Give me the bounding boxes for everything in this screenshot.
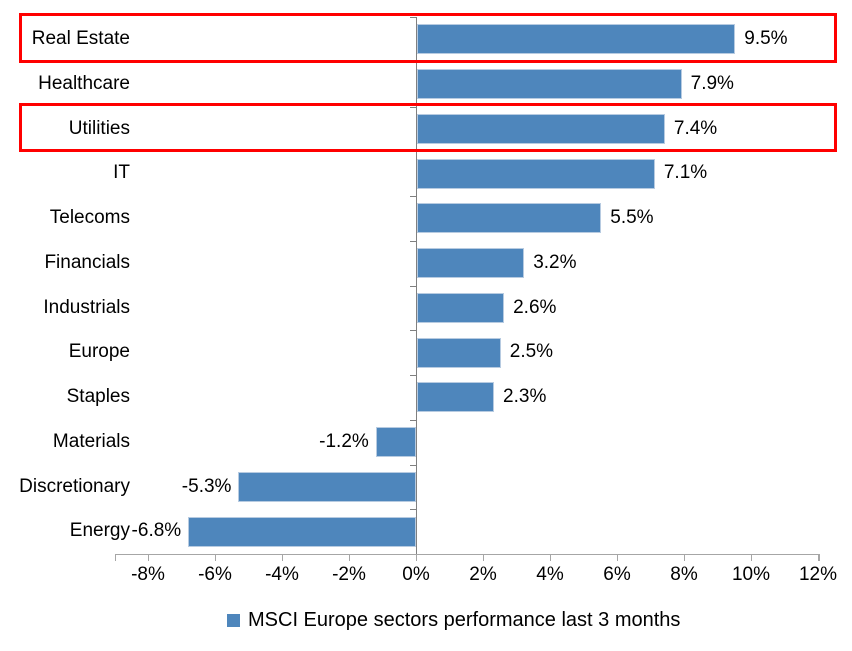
- category-tick: [410, 17, 416, 18]
- x-axis-tick: [617, 554, 618, 561]
- category-tick: [410, 240, 416, 242]
- x-axis-tick: [349, 554, 350, 561]
- data-label: 2.5%: [509, 341, 554, 363]
- x-axis-tick-label: -4%: [265, 564, 299, 585]
- x-axis-tick: [550, 554, 551, 561]
- category-label: Financials: [44, 251, 130, 273]
- category-axis-line: [416, 17, 417, 554]
- legend-label: MSCI Europe sectors performance last 3 m…: [248, 609, 681, 631]
- bar-real-estate: [417, 24, 736, 55]
- data-label: 7.4%: [673, 117, 718, 139]
- data-label: 7.1%: [663, 162, 708, 184]
- x-axis-tick-label: 12%: [798, 564, 838, 585]
- category-label: Europe: [68, 341, 130, 363]
- highlight-box-real-estate: [19, 13, 837, 63]
- data-label: 5.5%: [610, 207, 654, 228]
- category-label: IT: [113, 162, 130, 184]
- x-axis-tick-label: 2%: [469, 564, 497, 585]
- x-axis-tick-label: -6%: [198, 564, 232, 585]
- category-tick: [410, 285, 416, 287]
- category-tick: [410, 106, 416, 108]
- category-tick: [410, 464, 416, 466]
- value-axis-line: [115, 554, 820, 555]
- category-label: Industrials: [43, 296, 130, 318]
- legend-swatch-icon: [227, 614, 240, 627]
- data-label: 2.6%: [513, 296, 557, 318]
- x-axis-tick-label: -2%: [332, 564, 366, 585]
- bar-it: [417, 158, 655, 189]
- x-axis-tick: [148, 554, 149, 561]
- category-label: Telecoms: [49, 207, 130, 228]
- category-label: Staples: [66, 386, 130, 407]
- axis-end-tick: [115, 554, 116, 561]
- x-axis-tick: [483, 554, 484, 561]
- category-label: Discretionary: [19, 475, 130, 497]
- category-tick: [410, 330, 416, 332]
- data-label: 7.9%: [690, 72, 734, 94]
- category-label: Energy: [69, 520, 130, 542]
- chart-legend: MSCI Europe sectors performance last 3 m…: [227, 609, 680, 632]
- bar-staples: [417, 382, 495, 413]
- data-label: 2.3%: [503, 386, 547, 407]
- category-tick: [410, 196, 416, 197]
- bar-materials: [375, 427, 416, 458]
- x-axis-tick: [416, 554, 417, 561]
- x-axis-tick: [818, 554, 819, 561]
- bar-utilities: [417, 113, 665, 144]
- category-label: Materials: [52, 430, 130, 452]
- x-axis-tick: [751, 554, 752, 561]
- x-axis-tick-label: -8%: [131, 564, 165, 585]
- x-axis-tick-label: 4%: [536, 564, 564, 585]
- data-label: -1.2%: [319, 430, 369, 452]
- data-label: -5.3%: [181, 475, 232, 497]
- bar-telecoms: [417, 203, 602, 234]
- bar-financials: [417, 248, 525, 279]
- bar-industrials: [417, 292, 505, 323]
- x-axis-tick: [684, 554, 685, 561]
- x-axis-tick-label: 8%: [670, 564, 698, 585]
- x-axis-tick: [215, 554, 216, 561]
- category-label: Utilities: [68, 117, 130, 139]
- x-axis-tick-label: 0%: [402, 564, 430, 585]
- category-label: Healthcare: [38, 72, 130, 94]
- category-tick: [410, 419, 416, 421]
- data-label: 9.5%: [744, 28, 788, 49]
- category-tick: [410, 375, 416, 376]
- data-label: 3.2%: [533, 251, 577, 273]
- bar-healthcare: [417, 69, 682, 100]
- data-label: -6.8%: [131, 520, 182, 542]
- category-tick: [410, 509, 416, 511]
- category-label: Real Estate: [31, 28, 130, 49]
- x-axis-tick-label: 6%: [603, 564, 631, 585]
- highlight-box-utilities: [19, 102, 837, 153]
- bar-europe: [417, 337, 501, 368]
- axis-end-tick: [819, 554, 820, 561]
- x-axis-tick: [282, 554, 283, 561]
- bar-energy: [188, 516, 416, 547]
- x-axis-tick-label: 10%: [731, 564, 771, 585]
- bar-discretionary: [238, 471, 416, 502]
